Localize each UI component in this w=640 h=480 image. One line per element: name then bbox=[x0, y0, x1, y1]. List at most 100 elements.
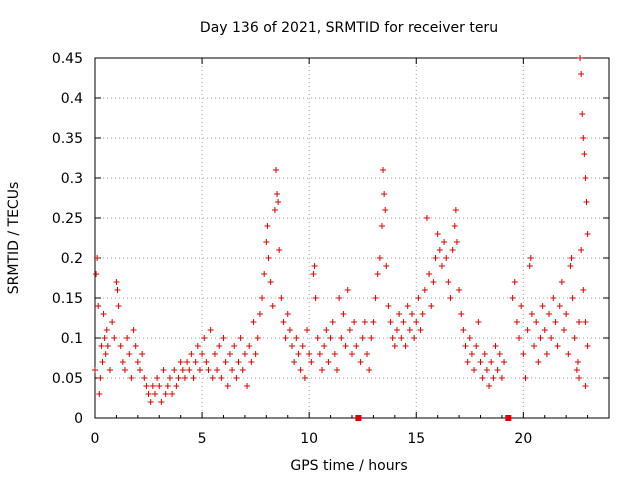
data-point bbox=[374, 271, 381, 277]
data-point bbox=[396, 311, 403, 317]
data-point bbox=[579, 111, 586, 117]
data-point bbox=[235, 359, 242, 365]
data-point bbox=[490, 375, 497, 381]
data-point bbox=[308, 359, 315, 365]
data-point bbox=[351, 319, 358, 325]
data-point bbox=[179, 367, 186, 373]
data-point bbox=[398, 335, 405, 341]
data-point bbox=[132, 343, 139, 349]
data-point bbox=[293, 335, 300, 341]
data-point bbox=[214, 367, 221, 373]
data-point bbox=[314, 335, 321, 341]
data-point bbox=[578, 247, 585, 253]
data-point bbox=[237, 335, 244, 341]
data-point bbox=[246, 343, 253, 349]
data-point bbox=[535, 359, 542, 365]
data-point bbox=[452, 207, 459, 213]
data-point bbox=[382, 207, 389, 213]
data-point bbox=[516, 335, 523, 341]
data-point bbox=[231, 343, 238, 349]
data-point bbox=[370, 319, 377, 325]
y-tick-label: 0.35 bbox=[52, 131, 83, 147]
data-point bbox=[169, 391, 176, 397]
data-point bbox=[581, 151, 588, 157]
gap-marker bbox=[505, 415, 512, 421]
data-point bbox=[498, 375, 505, 381]
data-point bbox=[139, 351, 146, 357]
data-point bbox=[252, 351, 259, 357]
data-point bbox=[274, 191, 281, 197]
data-point bbox=[483, 367, 490, 373]
data-point bbox=[577, 55, 584, 61]
data-point bbox=[93, 271, 100, 277]
data-point bbox=[447, 295, 454, 301]
data-point bbox=[199, 351, 206, 357]
data-point bbox=[145, 391, 152, 397]
data-point bbox=[552, 319, 559, 325]
data-point bbox=[464, 359, 471, 365]
data-point bbox=[511, 279, 518, 285]
data-point bbox=[513, 319, 520, 325]
data-point bbox=[103, 327, 110, 333]
data-point bbox=[267, 279, 274, 285]
data-point bbox=[269, 303, 276, 309]
data-point bbox=[381, 191, 388, 197]
data-point bbox=[203, 359, 210, 365]
data-point bbox=[432, 255, 439, 261]
data-point bbox=[411, 335, 418, 341]
data-point bbox=[121, 367, 128, 373]
y-tick-label: 0.2 bbox=[61, 251, 83, 267]
data-point bbox=[445, 279, 452, 285]
data-point bbox=[156, 383, 163, 389]
data-point bbox=[415, 295, 422, 301]
data-point bbox=[99, 359, 106, 365]
data-point bbox=[583, 199, 590, 205]
data-point bbox=[147, 399, 154, 405]
data-point bbox=[524, 327, 531, 333]
data-point bbox=[438, 263, 445, 269]
data-point bbox=[488, 359, 495, 365]
data-point bbox=[408, 311, 415, 317]
data-point bbox=[576, 319, 583, 325]
data-point bbox=[248, 359, 255, 365]
data-point bbox=[406, 327, 413, 333]
data-point bbox=[338, 335, 345, 341]
y-axis-title: SRMTID / TECUs bbox=[6, 182, 22, 295]
data-point bbox=[543, 351, 550, 357]
data-point bbox=[149, 383, 156, 389]
data-point bbox=[284, 311, 291, 317]
data-point bbox=[353, 343, 360, 349]
data-point bbox=[175, 375, 182, 381]
data-point bbox=[558, 279, 565, 285]
data-point bbox=[582, 175, 589, 181]
data-point bbox=[218, 375, 225, 381]
data-point bbox=[453, 239, 460, 245]
data-point bbox=[434, 231, 441, 237]
data-point bbox=[128, 375, 135, 381]
data-point bbox=[325, 359, 332, 365]
data-point bbox=[186, 367, 193, 373]
data-point bbox=[275, 199, 282, 205]
data-point bbox=[299, 343, 306, 349]
data-point bbox=[509, 295, 516, 301]
data-gap-markers bbox=[355, 415, 512, 421]
data-point bbox=[280, 319, 287, 325]
x-tick-label: 0 bbox=[91, 431, 100, 447]
x-tick-label: 20 bbox=[514, 431, 532, 447]
data-point bbox=[443, 255, 450, 261]
data-point bbox=[584, 231, 591, 237]
data-point bbox=[430, 279, 437, 285]
data-point bbox=[181, 375, 188, 381]
data-point bbox=[580, 287, 587, 293]
y-tick-label: 0.25 bbox=[52, 211, 83, 227]
data-point bbox=[226, 351, 233, 357]
data-point bbox=[383, 263, 390, 269]
data-point bbox=[104, 343, 111, 349]
data-point bbox=[304, 327, 311, 333]
data-point bbox=[550, 295, 557, 301]
data-point bbox=[166, 375, 173, 381]
data-point bbox=[359, 335, 366, 341]
data-point bbox=[233, 375, 240, 381]
x-axis-title: GPS time / hours bbox=[290, 458, 407, 474]
data-point bbox=[428, 303, 435, 309]
